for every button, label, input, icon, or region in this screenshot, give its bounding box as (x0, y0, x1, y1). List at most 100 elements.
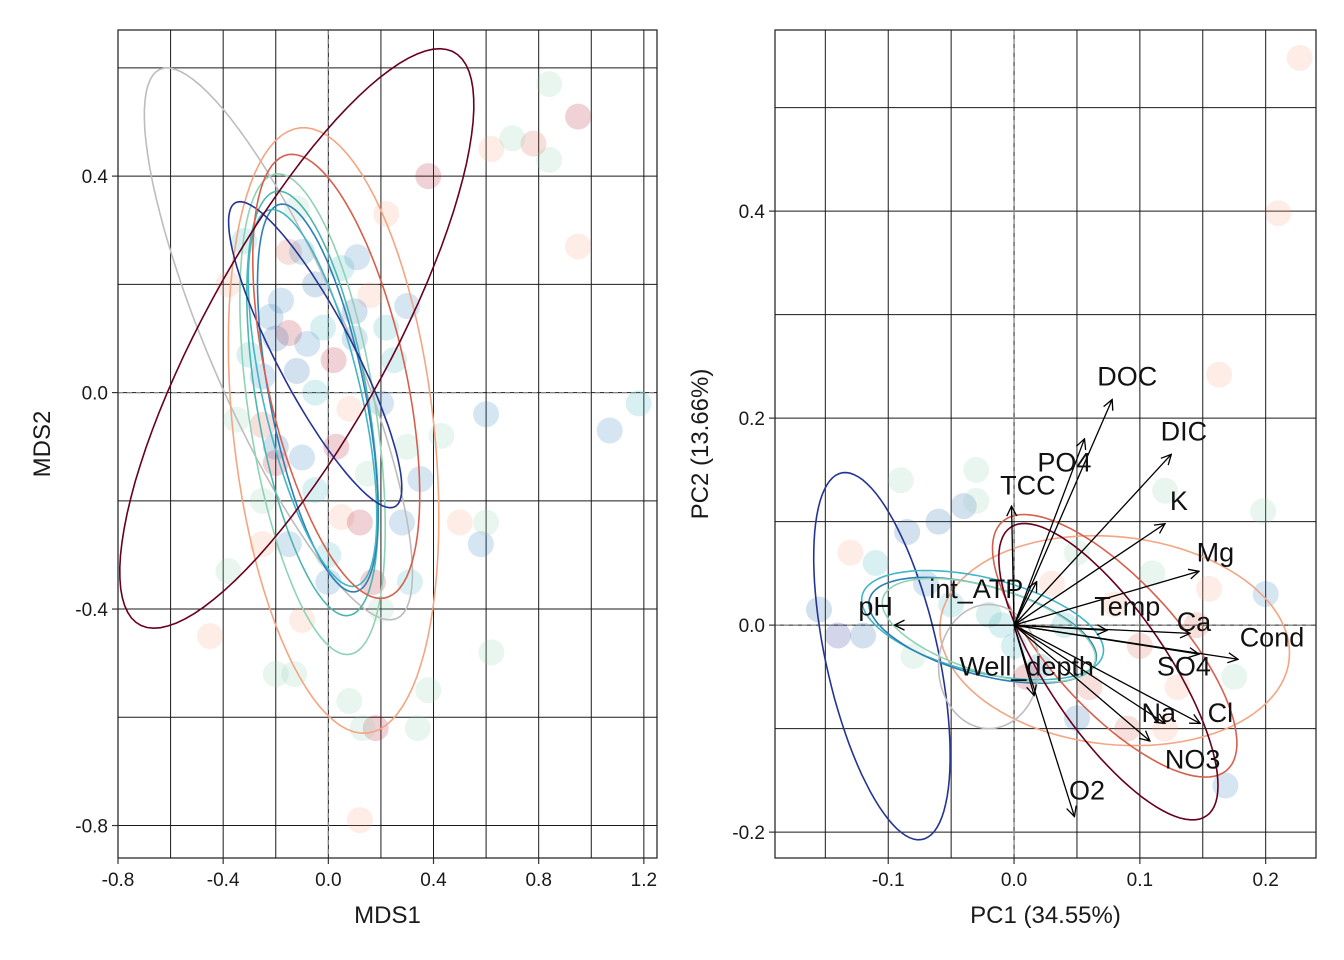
vector-label: Cl (1208, 698, 1234, 728)
vector-label: NO3 (1165, 745, 1221, 775)
data-point (950, 493, 977, 520)
x-tick-label: 0.1 (1127, 870, 1153, 891)
data-point (262, 661, 289, 687)
group-ellipse (118, 47, 475, 630)
vector-label: TCC (1000, 470, 1056, 500)
y-axis-label: PC2 (13.66%) (687, 369, 714, 520)
data-point (478, 639, 505, 666)
group-ellipse (227, 200, 403, 509)
group-ellipse (812, 471, 951, 841)
group-ellipse (860, 569, 1105, 681)
data-point (349, 715, 376, 742)
y-axis-label: MDS2 (29, 411, 56, 478)
x-tick-label: 0.2 (1252, 870, 1278, 891)
vector-label: Cond (1240, 623, 1305, 653)
data-point (262, 433, 289, 460)
data-point (963, 487, 990, 514)
data-point (1212, 772, 1239, 799)
data-point (302, 477, 329, 503)
data-point (215, 558, 242, 585)
group-ellipses (812, 471, 1291, 841)
vector-label: DOC (1097, 362, 1157, 392)
vector-label: Well_depth (959, 652, 1094, 682)
data-point (323, 433, 350, 460)
vector-label: K (1170, 486, 1188, 516)
data-point (388, 509, 415, 536)
x-tick-label: 0.0 (1001, 870, 1027, 891)
data-point (283, 195, 310, 222)
data-point (346, 807, 373, 834)
data-point (862, 550, 889, 577)
data-point (346, 509, 373, 536)
data-point (404, 715, 431, 742)
data-point (938, 591, 965, 618)
vector-arrow (1012, 506, 1015, 626)
data-point (887, 467, 914, 494)
data-point (1063, 705, 1090, 732)
y-tick-label: -0.8 (75, 817, 108, 838)
data-point (446, 509, 473, 536)
data-point (1001, 632, 1028, 659)
data-point (596, 417, 623, 444)
data-point (294, 330, 321, 357)
vector-arrow (1013, 582, 1037, 626)
x-tick-label: 0.8 (525, 870, 551, 891)
data-point (824, 622, 851, 649)
vector-label: Na (1141, 698, 1176, 728)
group-ellipse (256, 203, 379, 593)
data-point (310, 314, 337, 341)
gridlines (118, 30, 657, 858)
data-point (565, 233, 592, 260)
data-point (520, 130, 547, 157)
data-point (328, 504, 355, 531)
vector-arrow (1013, 624, 1165, 723)
data-point (197, 623, 224, 650)
data-point (478, 136, 505, 163)
x-axis-label: MDS1 (354, 902, 421, 929)
data-point (1221, 663, 1248, 690)
y-tick-label: -0.4 (75, 600, 108, 621)
data-point (499, 125, 526, 152)
data-point (1196, 575, 1223, 602)
group-ellipse (252, 153, 421, 600)
data-point (900, 643, 927, 670)
data-point (1265, 200, 1292, 227)
vector-label: O2 (1069, 776, 1105, 806)
data-point (281, 661, 308, 687)
vector-arrow (1013, 624, 1199, 654)
panel-left: -0.8 -0.4 0.0 0.4 0.8 1.2 -0.8 -0.4 0.0 0.4 MDS1 MD… (29, 29, 658, 929)
data-point (275, 238, 302, 265)
data-point (536, 146, 563, 173)
data-point (344, 244, 371, 271)
group-ellipse (227, 127, 440, 734)
data-point (850, 622, 877, 649)
data-point (1126, 632, 1153, 659)
y-tick-label: 0.2 (739, 409, 765, 430)
vector-label: pH (858, 591, 893, 621)
data-point (257, 303, 284, 330)
data-point (975, 601, 1002, 628)
data-point (336, 688, 363, 715)
data-point (362, 715, 389, 742)
group-ellipse (997, 522, 1219, 821)
data-point (289, 444, 316, 471)
plot-frame (774, 29, 1317, 859)
data-point (894, 518, 921, 545)
vector-label: Ca (1177, 607, 1212, 637)
data-point (302, 379, 329, 406)
data-point (1250, 498, 1277, 525)
x-tick-label: 0.4 (420, 870, 447, 891)
y-tick-label: 0.0 (739, 616, 765, 637)
vector-arrow (1013, 624, 1074, 816)
data-point (407, 466, 434, 493)
data-point (963, 456, 990, 483)
data-point (1252, 581, 1279, 608)
x-tick-label: 1.2 (631, 870, 657, 891)
data-point (415, 163, 442, 190)
group-ellipses (118, 47, 475, 734)
group-ellipse (881, 577, 1097, 684)
data-point (302, 271, 329, 298)
points (806, 44, 1313, 799)
vector-label: Mg (1197, 538, 1235, 568)
